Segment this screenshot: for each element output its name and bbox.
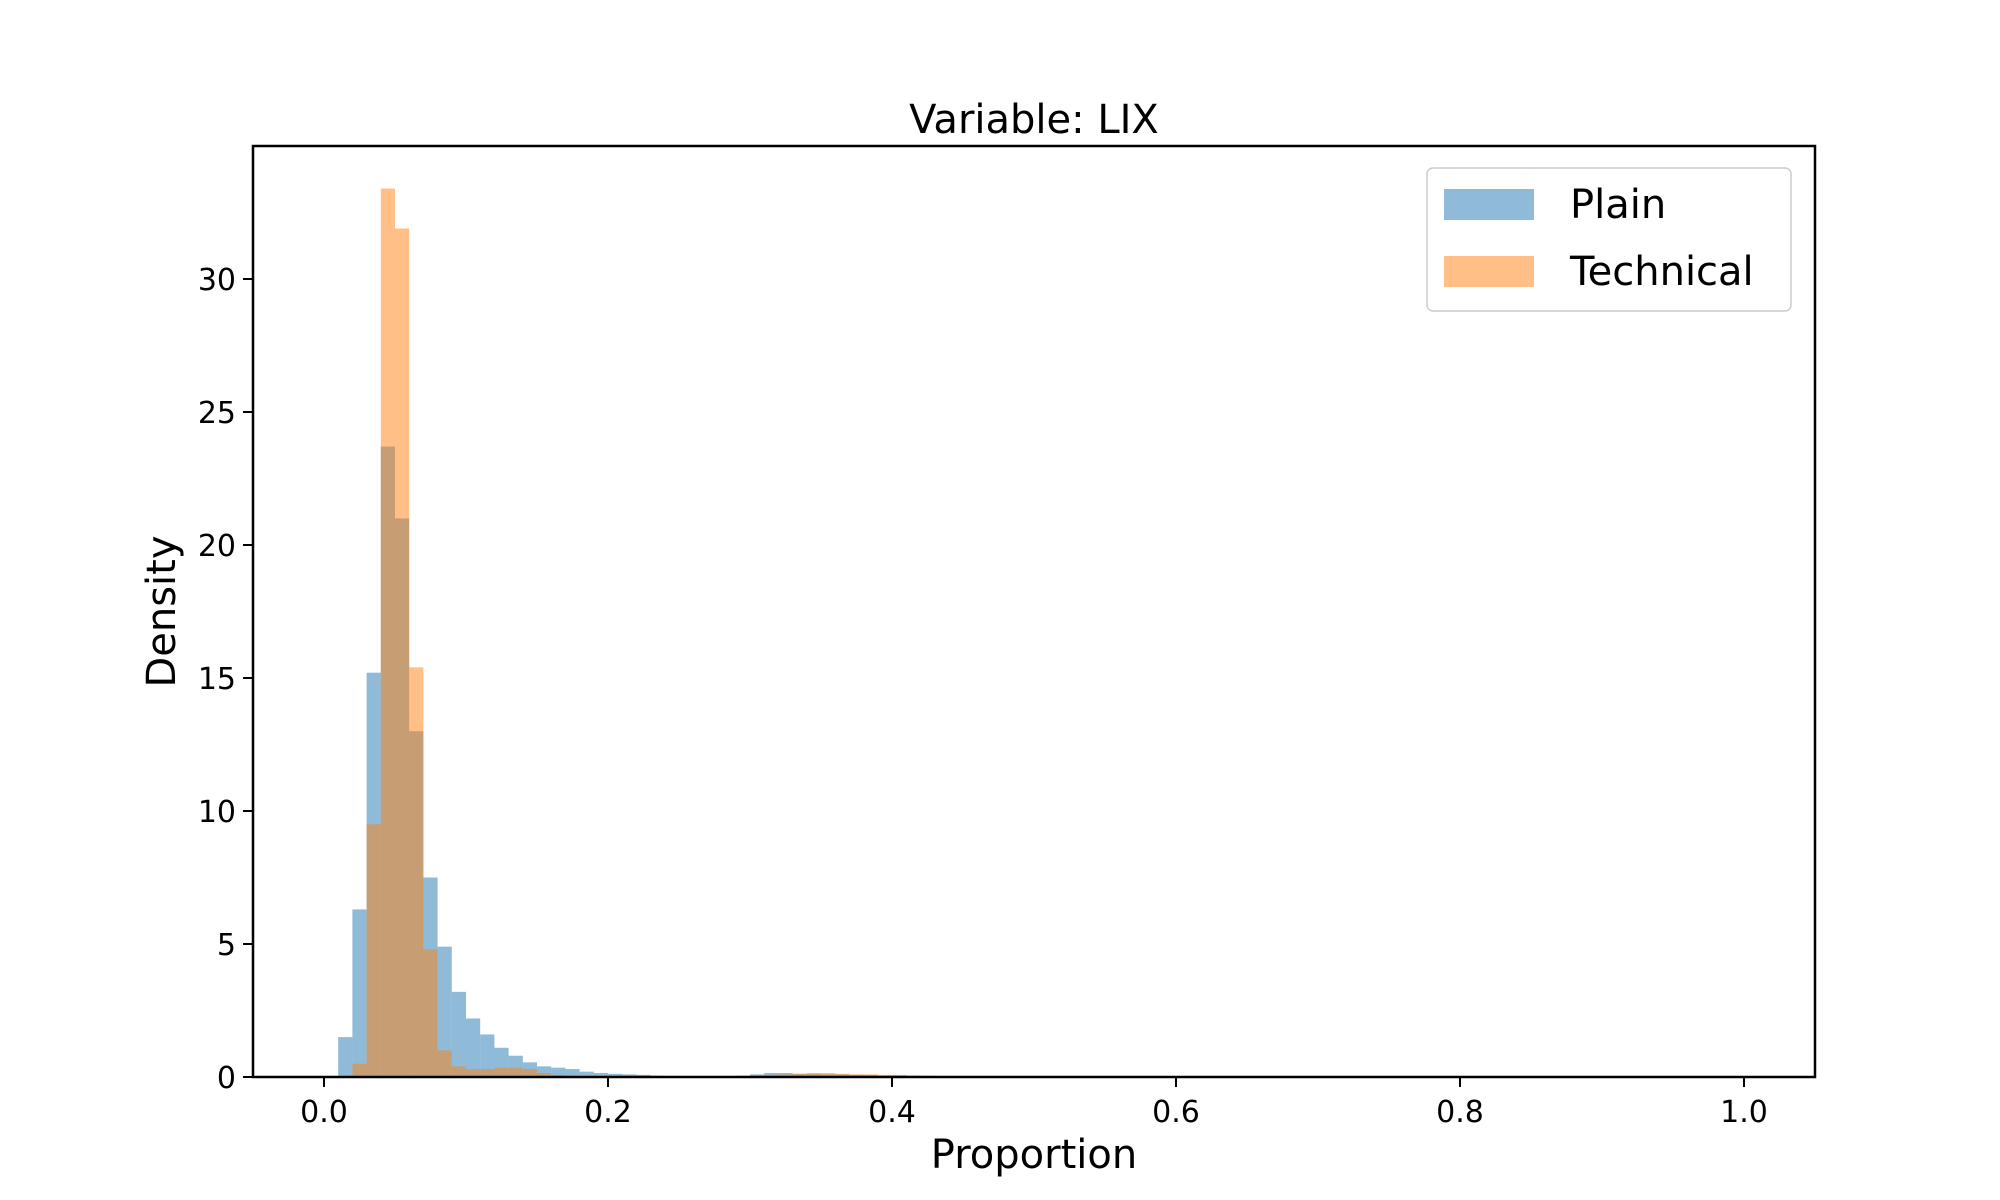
bar-plain-14: [537, 1066, 552, 1077]
bar-plain-0: [338, 1037, 353, 1077]
bar-plain-16: [565, 1069, 580, 1077]
bar-technical-11: [508, 1067, 523, 1077]
bar-technical-22: [806, 1073, 821, 1077]
bar-plain-15: [551, 1067, 566, 1077]
bar-technical-7: [451, 1066, 466, 1077]
bar-technical-21: [792, 1073, 807, 1077]
bar-technical-2: [380, 188, 395, 1077]
bar-technical-10: [494, 1067, 509, 1077]
y-axis-label: Density: [139, 535, 185, 687]
bar-plain-10: [480, 1034, 495, 1077]
bar-technical-23: [821, 1073, 836, 1077]
x-tick-label: 0.8: [1436, 1095, 1484, 1130]
bar-plain-29: [750, 1074, 765, 1077]
bar-plain-7: [437, 946, 452, 1077]
bar-technical-9: [480, 1069, 495, 1077]
legend-swatch-technical: [1444, 256, 1534, 287]
bar-plain-17: [579, 1071, 594, 1077]
bar-plain-9: [466, 1018, 481, 1077]
y-tick-label: 10: [198, 795, 236, 830]
legend: Plain Technical: [1426, 167, 1792, 312]
bar-technical-13: [537, 1073, 552, 1077]
legend-label-technical: Technical: [1569, 249, 1754, 295]
y-tick-label: 25: [198, 396, 236, 431]
x-axis-ticks: 0.0 0.2 0.4 0.6 0.8 1.0: [300, 1077, 1768, 1130]
y-tick-label: 15: [198, 662, 236, 697]
bar-technical-5: [423, 949, 438, 1077]
y-tick-label: 5: [217, 928, 236, 963]
bar-technical-24: [835, 1073, 850, 1077]
x-axis-label: Proportion: [931, 1132, 1137, 1178]
bar-plain-19: [608, 1073, 623, 1077]
bar-plain-8: [451, 991, 466, 1077]
bar-technical-12: [522, 1069, 537, 1077]
legend-label-plain: Plain: [1570, 182, 1666, 228]
bar-technical-4: [409, 667, 424, 1077]
bar-technical-26: [863, 1074, 878, 1077]
x-tick-label: 0.6: [1152, 1095, 1200, 1130]
bar-plain-1: [352, 909, 367, 1077]
legend-swatch-plain: [1444, 189, 1534, 220]
plot-frame: [251, 144, 1817, 1079]
bar-technical-3: [395, 228, 410, 1077]
bar-plain-18: [593, 1073, 608, 1077]
bar-plain-20: [622, 1074, 637, 1077]
y-tick-label: 0: [217, 1061, 236, 1096]
histogram-bars: [338, 188, 978, 1078]
x-tick-label: 0.4: [868, 1095, 916, 1130]
bar-technical-0: [352, 1063, 367, 1077]
x-tick-label: 0.0: [300, 1095, 348, 1130]
y-tick-label: 20: [198, 529, 236, 564]
y-tick-label: 30: [198, 263, 236, 298]
y-axis-ticks: 0 5 10 15 20 25 30: [198, 263, 253, 1096]
bar-technical-1: [366, 824, 381, 1077]
bar-technical-8: [466, 1069, 481, 1077]
chart-title: Variable: LIX: [909, 97, 1159, 143]
x-tick-label: 0.2: [584, 1095, 632, 1130]
x-tick-label: 1.0: [1720, 1095, 1768, 1130]
bar-technical-20: [778, 1074, 793, 1077]
bar-technical-6: [437, 1050, 452, 1077]
bar-technical-25: [849, 1074, 864, 1077]
